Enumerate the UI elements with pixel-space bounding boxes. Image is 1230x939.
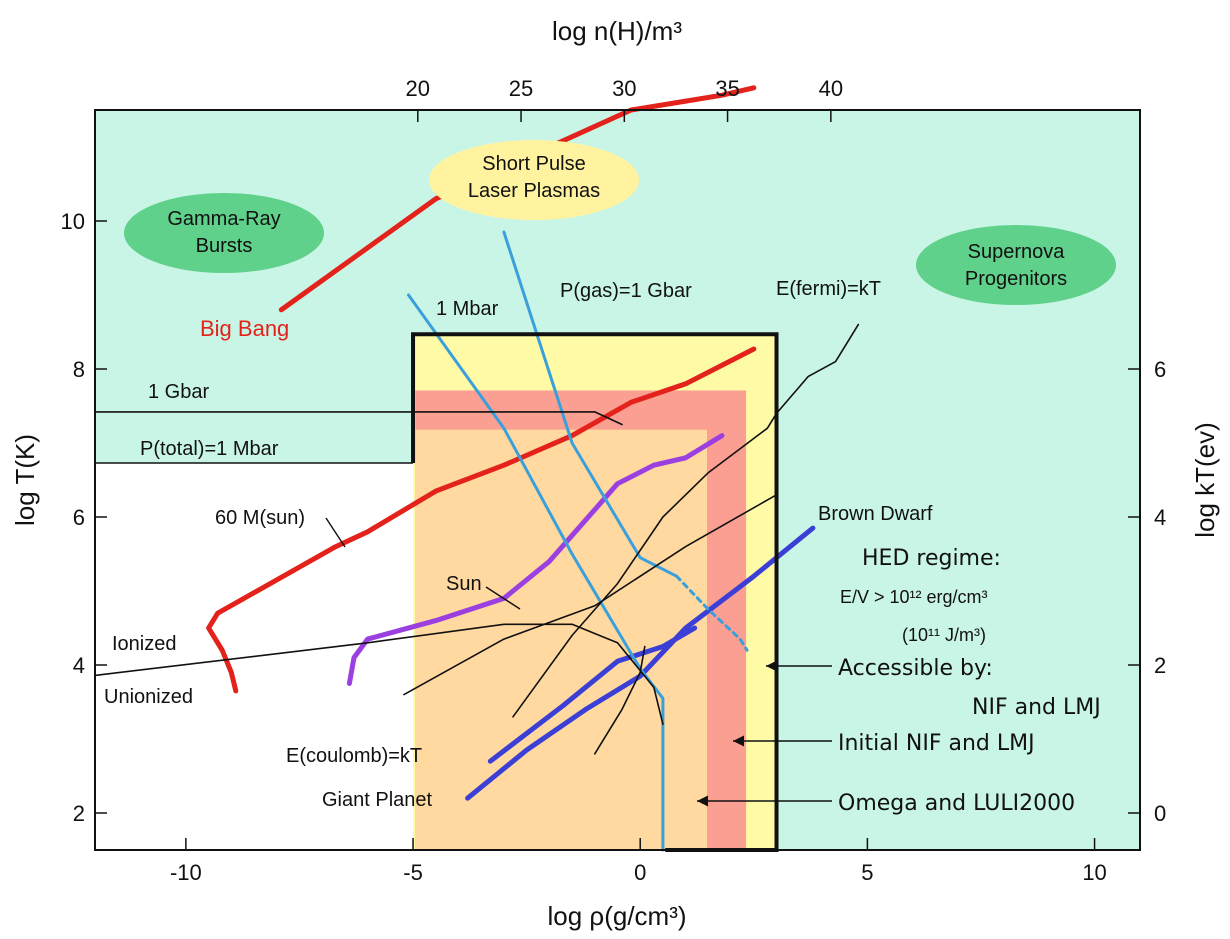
y2-axis-label: log kT(ev) (1190, 422, 1220, 538)
x-tick-label: -5 (403, 860, 423, 885)
sun-line (346, 433, 725, 686)
mbar1-label: 1 Mbar (436, 298, 499, 320)
sixty-sun-line (206, 346, 757, 694)
x2-tick-label: 40 (819, 76, 843, 101)
x-tick-label: 10 (1082, 860, 1106, 885)
supernova-bubble (916, 225, 1116, 305)
ptotal-label: P(total)=1 Mbar (140, 438, 279, 460)
gamma-ray-label-line1: Gamma-Ray (167, 208, 280, 230)
bubbles-layer: Gamma-Ray Bursts Short Pulse Laser Plasm… (124, 140, 1116, 305)
ionized-label: Ionized (112, 633, 177, 655)
hed-inner-region (415, 429, 708, 850)
sun-label: Sun (446, 573, 482, 595)
short-pulse-label-line2: Laser Plasmas (468, 180, 600, 202)
hed-energy-label: E/V > 10¹² erg/cm³ (840, 587, 988, 607)
ecoulomb-label: E(coulomb)=kT (286, 745, 422, 767)
giant-planet-label: Giant Planet (322, 789, 433, 811)
hed-title-label: HED regime: (862, 546, 1001, 571)
efermi-line (512, 323, 860, 718)
pointer-lines (325, 517, 832, 807)
initial-nif-label: Initial NIF and LMJ (838, 731, 1035, 756)
x2-tick-label: 25 (509, 76, 533, 101)
x2-tick-label: 35 (715, 76, 739, 101)
short-pulse-label-line1: Short Pulse (482, 153, 585, 175)
y-tick-label: 6 (73, 505, 85, 530)
gbar1-label: 1 Gbar (148, 381, 209, 403)
short-pulse-bubble (429, 140, 639, 220)
x2-tick-label: 20 (406, 76, 430, 101)
pgas-dashed-line (675, 574, 749, 652)
y-tick-label: 2 (73, 801, 85, 826)
pgas-line (502, 230, 679, 578)
accessible-label: Accessible by: (838, 656, 993, 681)
sun-pointer (485, 586, 521, 610)
y-tick-label: 8 (73, 357, 85, 382)
pgas-label: P(gas)=1 Gbar (560, 280, 692, 302)
y2-tick-label: 2 (1154, 653, 1166, 678)
gbar1-line (94, 411, 623, 426)
hed-joule-label: (10¹¹ J/m³) (902, 625, 986, 645)
nif-lmj-label: NIF and LMJ (972, 695, 1101, 720)
x-tick-label: -10 (170, 860, 202, 885)
x2-tick-label: 30 (612, 76, 636, 101)
gamma-ray-label-line2: Bursts (196, 235, 253, 257)
x2-axis-label: log n(H)/m³ (552, 16, 682, 46)
y2-tick-label: 6 (1154, 357, 1166, 382)
lines-layer (94, 85, 860, 852)
annotations-layer: Big Bang 1 Mbar P(gas)=1 Gbar E(fermi)=k… (104, 278, 1101, 816)
brown-dwarf-label: Brown Dwarf (818, 503, 933, 525)
y-tick-label: 10 (61, 209, 85, 234)
big-bang-label: Big Bang (200, 316, 289, 341)
sixty-sun-label: 60 M(sun) (215, 507, 305, 529)
y2-tick-label: 0 (1154, 801, 1166, 826)
x-tick-label: 5 (861, 860, 873, 885)
ecoulomb-line (403, 493, 778, 696)
x-tick-label: 0 (634, 860, 646, 885)
y-tick-label: 4 (73, 653, 85, 678)
giant-planet-line (465, 525, 816, 801)
omega-label: Omega and LULI2000 (838, 791, 1075, 816)
sixty-sun-pointer (325, 517, 346, 548)
supernova-label-line1: Supernova (968, 241, 1066, 263)
supernova-label-line2: Progenitors (965, 268, 1067, 290)
y2-tick-label: 4 (1154, 505, 1166, 530)
unionized-label: Unionized (104, 686, 193, 708)
x-axis-label: log ρ(g/cm³) (547, 901, 686, 931)
plot-frame (94, 109, 1141, 851)
ionization-line (94, 623, 664, 726)
ecoulomb-hook-line (593, 645, 646, 755)
y-axis-label: log T(K) (10, 434, 40, 526)
efermi-label: E(fermi)=kT (776, 278, 881, 300)
gamma-ray-bubble (124, 193, 324, 273)
brown-dwarf-line (487, 625, 698, 764)
